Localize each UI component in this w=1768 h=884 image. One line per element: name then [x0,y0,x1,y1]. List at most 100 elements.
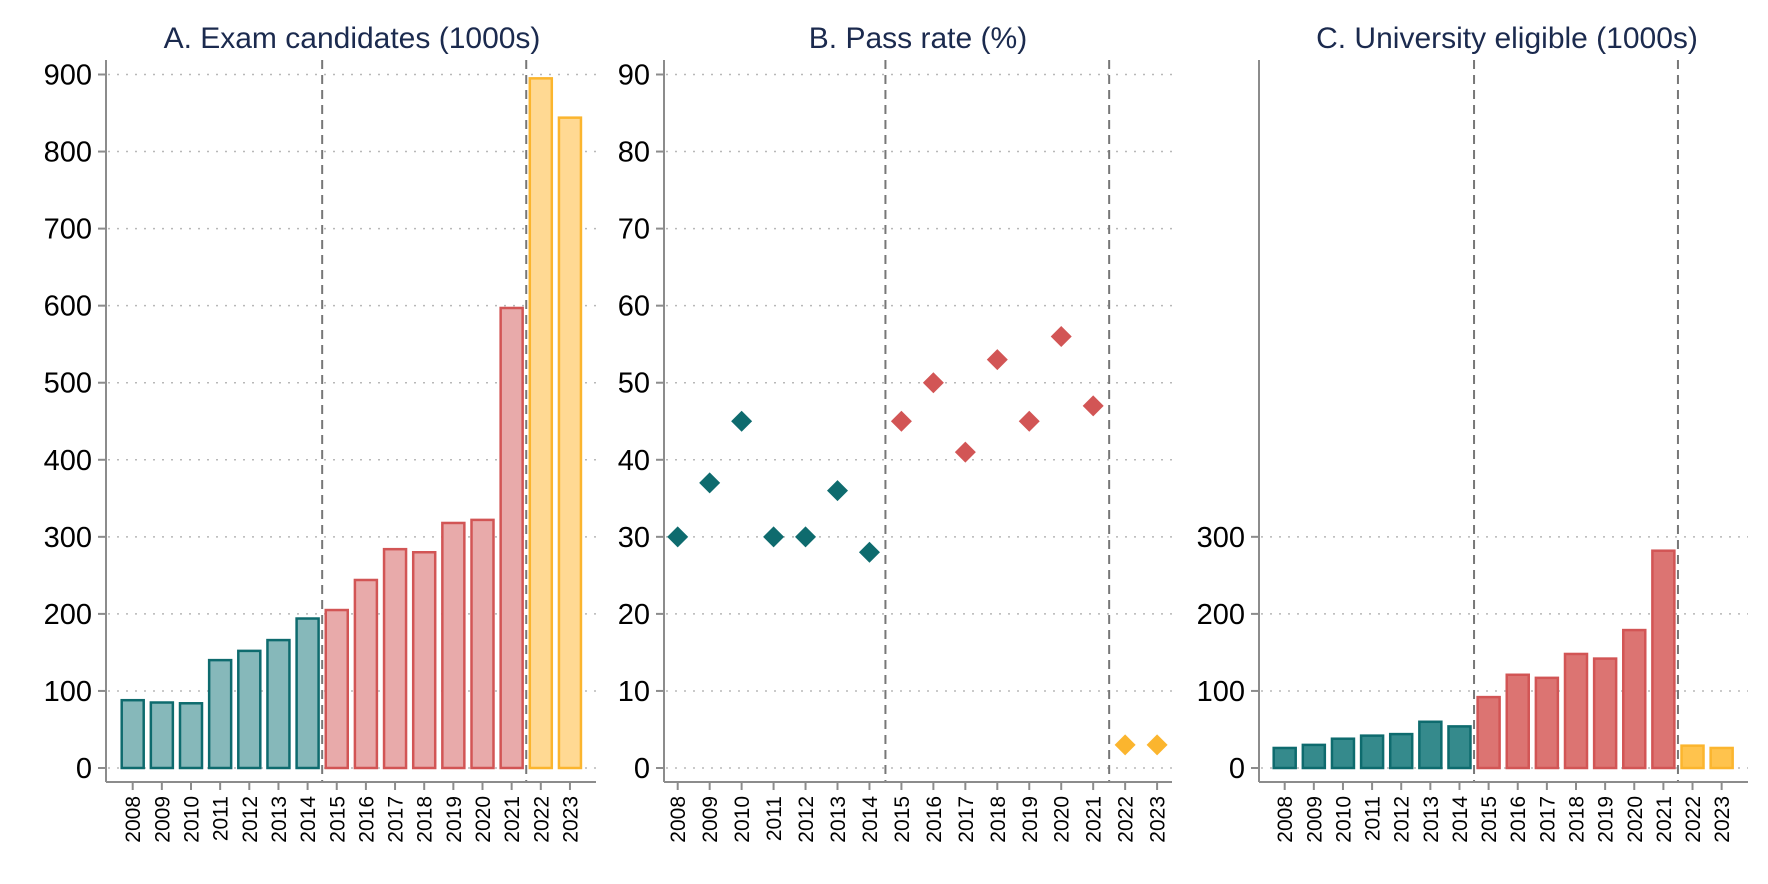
x-tick-label: 2012 [1391,796,1414,843]
x-tick-label: 2010 [731,796,754,843]
bar-2015 [1476,695,1501,770]
x-tick-label: 2020 [472,796,495,843]
x-tick-label: 2013 [827,796,850,843]
x-tick-label: 2019 [443,796,466,843]
point-2016 [922,372,944,394]
x-tick-label: 2014 [859,796,882,843]
x-tick-label: 2010 [1332,796,1355,843]
bar-2008 [120,698,145,770]
point-2013 [827,480,848,502]
panel-title: A. Exam candidates (1000s) [164,22,541,55]
x-tick-label: 2013 [1420,796,1443,843]
bar-2008 [1272,746,1297,770]
bar-2023 [1709,746,1734,770]
y-tick-label: 300 [44,522,92,554]
x-tick-label: 2011 [763,796,786,841]
x-tick-label: 2023 [1711,796,1734,843]
x-tick-label: 2020 [1051,796,1074,843]
panel-title: C. University eligible (1000s) [1316,22,1698,55]
y-tick-label: 700 [44,214,92,246]
bar-2018 [1563,652,1589,770]
x-tick-label: 2020 [1624,796,1647,843]
x-tick-label: 2009 [699,796,722,843]
x-tick-label: 2008 [667,796,690,843]
x-tick-label: 2021 [1653,796,1676,843]
y-tick-label: 900 [44,60,92,92]
panel-pass-rate: B. Pass rate (%) 0 10 20 30 40 50 60 70 80 90 2008… [618,22,1172,843]
point-2020 [1050,325,1072,347]
y-tick-label: 0 [76,753,92,785]
bar-2017 [1534,676,1560,770]
y-tick-label: 600 [44,291,92,323]
y-tick-label: 300 [1197,522,1245,554]
x-tick-label: 2016 [1507,796,1530,843]
y-tick-label: 80 [618,137,650,169]
x-tick-label: 2008 [122,796,145,843]
bar-2015 [324,608,349,770]
x-tick-label: 2012 [239,796,262,843]
bar-2021 [499,306,524,770]
bar-2013 [1418,720,1443,770]
y-tick-label: 90 [618,60,650,92]
point-2008 [667,526,689,548]
point-2015 [890,410,912,432]
point-2019 [1018,410,1040,432]
bar-2021 [1651,549,1676,770]
bar-2020 [470,518,495,770]
y-tick-label: 0 [1229,753,1245,785]
x-tick-label: 2016 [355,796,378,843]
bar-2014 [1447,725,1472,770]
x-tick-label: 2017 [385,796,408,843]
bar-2010 [178,702,204,770]
point-2009 [699,472,721,494]
x-tick-label: 2009 [1303,796,1326,843]
x-tick-label: 2011 [210,796,233,841]
bar-2019 [441,521,466,770]
x-tick-label: 2023 [559,796,582,843]
x-tick-label: 2019 [1595,796,1618,843]
bar-2012 [237,649,262,770]
x-tick-label: 2008 [1274,796,1297,843]
panel-title: B. Pass rate (%) [809,22,1027,55]
x-tick-label: 2010 [181,796,204,843]
y-tick-label: 500 [44,368,92,400]
y-tick-label: 0 [634,753,650,785]
x-tick-label: 2015 [326,796,349,843]
x-tick-label: 2021 [1083,796,1106,843]
x-tick-label: 2017 [1536,796,1559,843]
point-2021 [1082,395,1104,417]
point-2011 [763,526,785,548]
panel-university-eligible: C. University eligible (1000s) 0 100 200 30… [1197,22,1748,843]
x-tick-label: 2018 [414,796,437,843]
bar-2016 [1505,673,1530,770]
x-tick-label: 2017 [955,796,978,843]
bar-2017 [382,547,408,770]
y-tick-label: 100 [1197,676,1245,708]
bar-2009 [149,701,175,770]
point-2023 [1146,734,1168,756]
bar-2020 [1622,628,1647,770]
point-2010 [731,410,753,432]
x-tick-label: 2023 [1147,796,1170,843]
x-tick-label: 2022 [1115,796,1138,843]
x-tick-label: 2015 [891,796,914,843]
bar-2018 [411,550,437,770]
bar-2022 [1680,744,1705,770]
point-2018 [986,349,1008,371]
bar-2014 [295,617,320,770]
x-tick-label: 2022 [530,796,553,843]
y-tick-label: 100 [44,676,92,708]
bar-2010 [1330,737,1356,770]
y-tick-label: 20 [618,599,650,631]
panel-exam-candidates: A. Exam candidates (1000s) 0 100 200 300 400… [44,22,596,843]
bar-2011 [207,658,233,770]
y-tick-label: 200 [1197,599,1245,631]
x-tick-label: 2011 [1362,796,1385,841]
x-tick-label: 2019 [1019,796,1042,843]
bar-2019 [1592,657,1618,770]
y-tick-label: 400 [44,445,92,477]
y-tick-label: 40 [618,445,650,477]
x-tick-label: 2014 [297,796,320,843]
point-2014 [858,541,880,563]
